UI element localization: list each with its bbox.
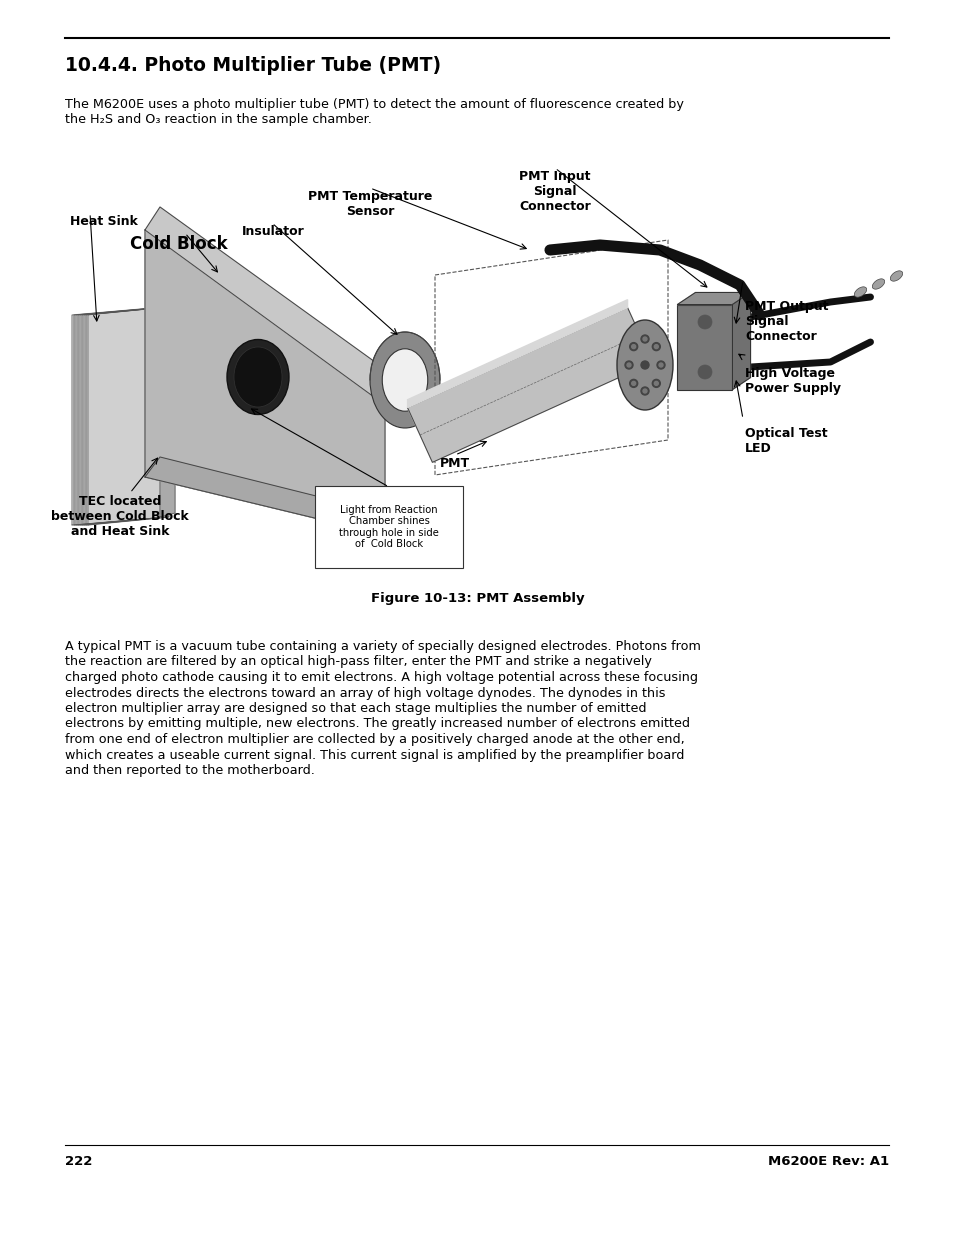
Circle shape	[654, 382, 658, 385]
Polygon shape	[80, 308, 167, 525]
Ellipse shape	[227, 340, 289, 415]
Circle shape	[624, 361, 633, 369]
Circle shape	[657, 361, 664, 369]
Polygon shape	[677, 293, 750, 305]
Text: electrodes directs the electrons toward an array of high voltage dynodes. The dy: electrodes directs the electrons toward …	[65, 687, 665, 699]
Ellipse shape	[617, 320, 672, 410]
Polygon shape	[84, 308, 168, 525]
Polygon shape	[78, 308, 167, 525]
Circle shape	[640, 361, 648, 369]
Polygon shape	[732, 293, 750, 389]
Circle shape	[698, 315, 711, 329]
Polygon shape	[71, 308, 165, 525]
Circle shape	[652, 342, 659, 351]
Text: Heat Sink: Heat Sink	[70, 215, 138, 228]
Text: electrons by emitting multiple, new electrons. The greatly increased number of e: electrons by emitting multiple, new elec…	[65, 718, 689, 730]
Text: Figure 10-13: PMT Assembly: Figure 10-13: PMT Assembly	[371, 592, 583, 605]
Polygon shape	[86, 308, 169, 525]
Text: the reaction are filtered by an optical high-pass filter, enter the PMT and stri: the reaction are filtered by an optical …	[65, 656, 651, 668]
Circle shape	[631, 382, 635, 385]
Polygon shape	[145, 457, 399, 535]
Ellipse shape	[370, 332, 439, 429]
Text: charged photo cathode causing it to emit electrons. A high voltage potential acr: charged photo cathode causing it to emit…	[65, 671, 698, 684]
Text: electron multiplier array are designed so that each stage multiplies the number : electron multiplier array are designed s…	[65, 701, 646, 715]
Text: from one end of electron multiplier are collected by a positively charged anode : from one end of electron multiplier are …	[65, 734, 684, 746]
Text: Optical Test
LED: Optical Test LED	[744, 427, 827, 454]
Polygon shape	[82, 308, 168, 525]
Text: which creates a useable current signal. This current signal is amplified by the : which creates a useable current signal. …	[65, 748, 683, 762]
Circle shape	[631, 345, 635, 348]
Text: M6200E Rev: A1: M6200E Rev: A1	[767, 1155, 888, 1168]
Bar	[677, 305, 732, 389]
Circle shape	[626, 363, 630, 367]
Text: the H₂S and O₃ reaction in the sample chamber.: the H₂S and O₃ reaction in the sample ch…	[65, 112, 372, 126]
Text: The M6200E uses a photo multiplier tube (PMT) to detect the amount of fluorescen: The M6200E uses a photo multiplier tube …	[65, 98, 683, 111]
Circle shape	[640, 335, 648, 343]
Text: PMT: PMT	[439, 457, 470, 471]
Text: 222: 222	[65, 1155, 92, 1168]
Polygon shape	[407, 300, 627, 408]
Polygon shape	[74, 308, 165, 525]
Polygon shape	[145, 207, 399, 405]
Text: PMT Input
Signal
Connector: PMT Input Signal Connector	[518, 170, 590, 212]
Text: 10.4.4. Photo Multiplier Tube (PMT): 10.4.4. Photo Multiplier Tube (PMT)	[65, 56, 440, 75]
Ellipse shape	[889, 270, 902, 282]
Circle shape	[654, 345, 658, 348]
Ellipse shape	[233, 347, 282, 408]
Text: and then reported to the motherboard.: and then reported to the motherboard.	[65, 764, 314, 777]
Ellipse shape	[382, 348, 427, 411]
Text: High Voltage
Power Supply: High Voltage Power Supply	[744, 367, 841, 395]
Text: Insulator: Insulator	[242, 225, 304, 238]
Circle shape	[652, 379, 659, 388]
Circle shape	[698, 366, 711, 379]
Bar	[65, 156, 889, 571]
Polygon shape	[160, 303, 174, 517]
Polygon shape	[76, 308, 166, 525]
Polygon shape	[145, 230, 385, 535]
FancyBboxPatch shape	[314, 487, 462, 568]
Text: TEC located
between Cold Block
and Heat Sink: TEC located between Cold Block and Heat …	[51, 495, 189, 538]
Text: PMT Temperature
Sensor: PMT Temperature Sensor	[308, 190, 432, 219]
Polygon shape	[88, 308, 169, 525]
Circle shape	[659, 363, 662, 367]
Ellipse shape	[854, 287, 865, 298]
Circle shape	[629, 342, 637, 351]
Circle shape	[642, 389, 646, 393]
Circle shape	[642, 337, 646, 341]
Ellipse shape	[871, 279, 883, 289]
Text: PMT Output
Signal
Connector: PMT Output Signal Connector	[744, 300, 827, 343]
Text: A typical PMT is a vacuum tube containing a variety of specially designed electr: A typical PMT is a vacuum tube containin…	[65, 640, 700, 653]
Text: Cold Block: Cold Block	[130, 235, 228, 253]
Polygon shape	[407, 308, 652, 462]
Circle shape	[640, 387, 648, 395]
Text: Light from Reaction
Chamber shines
through hole in side
of  Cold Block: Light from Reaction Chamber shines throu…	[338, 505, 438, 550]
Circle shape	[629, 379, 637, 388]
